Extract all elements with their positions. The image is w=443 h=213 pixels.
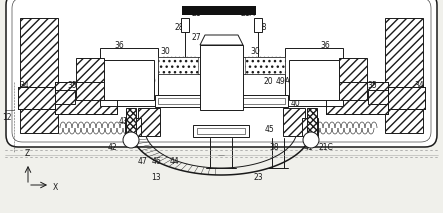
Text: 38: 38 (269, 144, 279, 153)
Bar (55, 82, 117, 114)
Text: 34: 34 (19, 81, 29, 89)
Bar (385, 18, 423, 133)
Bar (158, 98, 285, 104)
Bar (155, 95, 288, 107)
Bar (18, 87, 55, 109)
Bar (388, 87, 425, 109)
Text: 12: 12 (2, 112, 12, 121)
Text: 27: 27 (191, 33, 201, 42)
Text: 43: 43 (119, 118, 129, 127)
Bar (326, 82, 388, 114)
Text: 36: 36 (320, 40, 330, 49)
Bar (20, 18, 58, 133)
Text: 34: 34 (414, 81, 424, 89)
Text: 28: 28 (174, 23, 184, 33)
Bar (307, 108, 317, 140)
Bar (138, 108, 160, 136)
Bar (100, 48, 158, 106)
Text: 40: 40 (291, 98, 301, 108)
Bar (245, 57, 285, 74)
Text: 20: 20 (263, 78, 273, 86)
Text: 21C: 21C (319, 144, 334, 153)
Text: 30: 30 (160, 47, 170, 56)
Bar (254, 18, 262, 32)
FancyBboxPatch shape (6, 0, 437, 147)
Circle shape (123, 132, 139, 148)
Bar (193, 125, 249, 137)
Text: 46: 46 (152, 157, 162, 167)
Bar (55, 82, 117, 114)
Text: 23: 23 (253, 174, 263, 183)
Text: 35: 35 (67, 81, 77, 89)
Bar (125, 118, 141, 136)
Bar (200, 45, 243, 110)
Text: 30: 30 (250, 47, 260, 56)
Text: 42: 42 (107, 144, 117, 153)
Text: 49A: 49A (128, 78, 143, 86)
Bar (302, 118, 318, 136)
Text: 28: 28 (257, 23, 267, 33)
Text: 47: 47 (138, 157, 148, 167)
Text: 35: 35 (367, 81, 377, 89)
Bar (104, 60, 154, 100)
Bar (285, 48, 343, 106)
Bar (339, 58, 367, 100)
Bar (388, 87, 425, 109)
Text: 41: 41 (303, 144, 313, 153)
Text: X: X (53, 183, 58, 191)
Bar (158, 57, 198, 74)
Bar (76, 58, 104, 100)
Text: 13: 13 (151, 174, 161, 183)
Text: 21A: 21A (241, 9, 255, 17)
Bar (126, 108, 136, 140)
Bar (368, 90, 388, 104)
Bar (181, 18, 189, 32)
Bar (197, 128, 245, 134)
Text: 36: 36 (114, 40, 124, 49)
Text: 45: 45 (265, 125, 275, 134)
Text: 50: 50 (124, 125, 134, 134)
Text: 31: 31 (223, 47, 233, 56)
Text: 49A: 49A (276, 78, 291, 86)
Polygon shape (200, 35, 243, 45)
Bar (18, 87, 55, 109)
Text: Z: Z (24, 149, 30, 158)
Bar (289, 60, 339, 100)
Text: 49: 49 (147, 78, 157, 86)
Text: 44: 44 (170, 157, 180, 167)
Text: 21: 21 (191, 9, 201, 17)
Circle shape (303, 132, 319, 148)
Bar (182, 6, 256, 15)
Bar (326, 82, 388, 114)
Bar (283, 108, 305, 136)
Bar (55, 90, 75, 104)
